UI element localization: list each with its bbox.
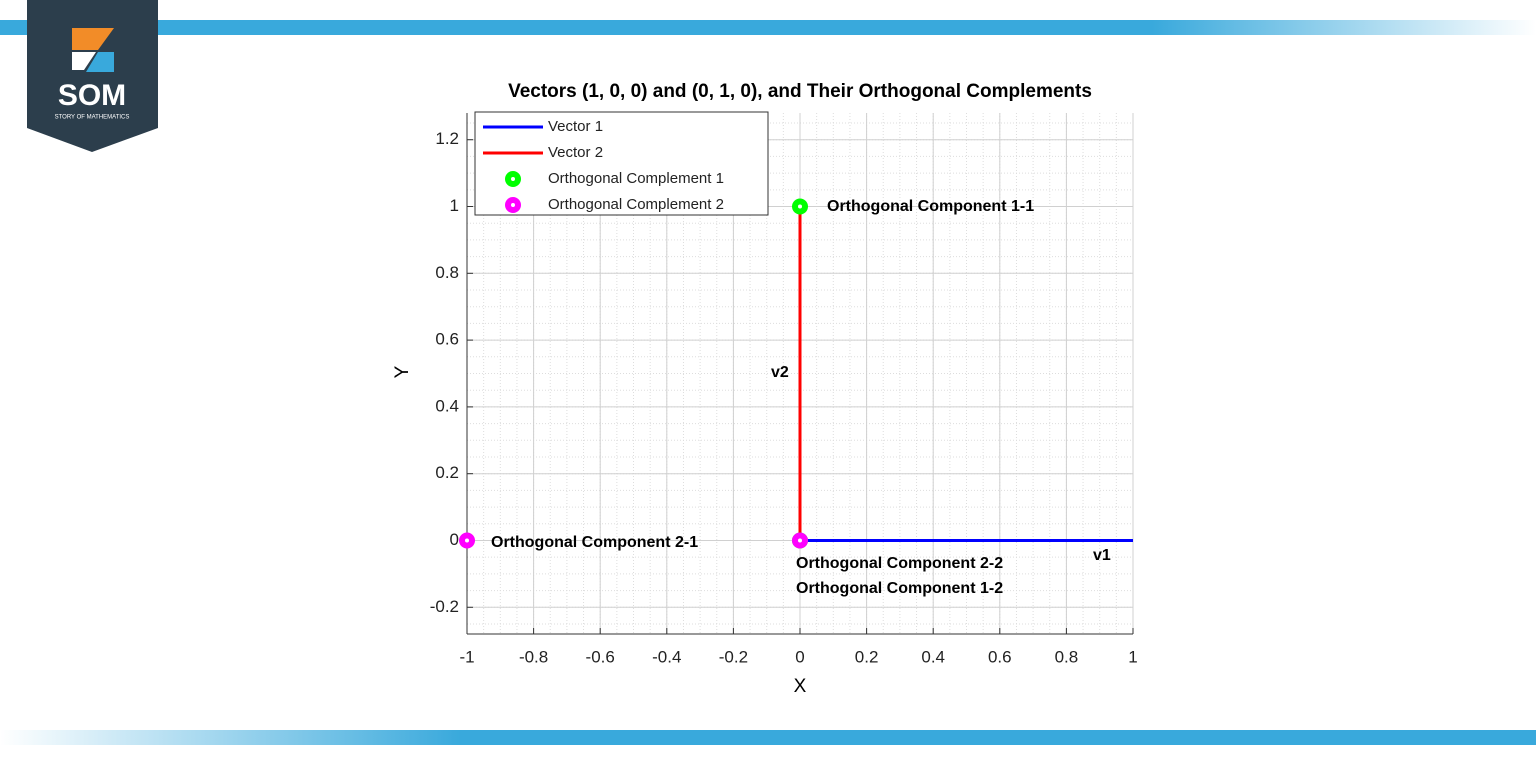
annotation: v2 (771, 364, 789, 381)
y-tick-label: 0.6 (435, 330, 459, 349)
chart-title: Vectors (1, 0, 0) and (0, 1, 0), and The… (508, 81, 1092, 102)
logo: SOM STORY OF MATHEMATICS (27, 0, 158, 152)
x-tick-label: 1 (1128, 647, 1137, 666)
logo-shape (86, 52, 114, 72)
legend-swatch-center (511, 177, 515, 181)
legend-label: Orthogonal Complement 1 (548, 170, 724, 187)
logo-shape (72, 52, 96, 70)
x-tick-label: 0.4 (921, 647, 945, 666)
logo-shield (27, 0, 158, 152)
legend-swatch-center (511, 203, 515, 207)
y-tick-label: -0.2 (430, 597, 459, 616)
y-tick-label: 0.8 (435, 263, 459, 282)
logo-shape (72, 28, 114, 50)
point-center (798, 204, 802, 209)
x-axis-label: X (794, 676, 807, 697)
annotation: Orthogonal Component 1-2 (796, 580, 1003, 597)
y-axis-label: Y (392, 365, 413, 378)
x-tick-label: -0.2 (719, 647, 748, 666)
x-tick-label: 0 (795, 647, 804, 666)
annotation: Orthogonal Component 2-1 (491, 534, 698, 551)
y-tick-label: 1 (450, 196, 459, 215)
legend-box (474, 111, 769, 216)
x-tick-label: -0.4 (652, 647, 681, 666)
y-tick-label: 0 (450, 530, 459, 549)
legend-label: Vector 1 (548, 118, 603, 135)
y-tick-label: 0.4 (435, 396, 459, 415)
top-stripe (0, 20, 1536, 35)
point-center (465, 538, 469, 543)
annotation: v1 (1093, 547, 1111, 564)
plot: -1 -0.8 -0.6 -0.4 -0.2 0 0.2 0.4 0.6 0.8 1 -0.2 0 0.2… (430, 111, 1138, 666)
x-tick-label: 0.2 (855, 647, 879, 666)
y-tick-label: 1.2 (435, 129, 459, 148)
x-tick-label: 0.8 (1055, 647, 1079, 666)
logo-name: SOM (58, 79, 126, 112)
bottom-stripe (0, 730, 1536, 745)
x-tick-label: -0.6 (586, 647, 615, 666)
x-tick-label: -1 (459, 647, 474, 666)
annotation: Orthogonal Component 1-1 (827, 198, 1034, 215)
y-tick-label: 0.2 (435, 463, 459, 482)
logo-tagline: STORY OF MATHEMATICS (55, 115, 130, 121)
annotation: Orthogonal Component 2-2 (796, 555, 1003, 572)
legend-label: Orthogonal Complement 2 (548, 196, 724, 213)
x-tick-label: 0.6 (988, 647, 1012, 666)
x-tick-label: -0.8 (519, 647, 548, 666)
point-center (798, 538, 802, 543)
legend-label: Vector 2 (548, 144, 603, 161)
